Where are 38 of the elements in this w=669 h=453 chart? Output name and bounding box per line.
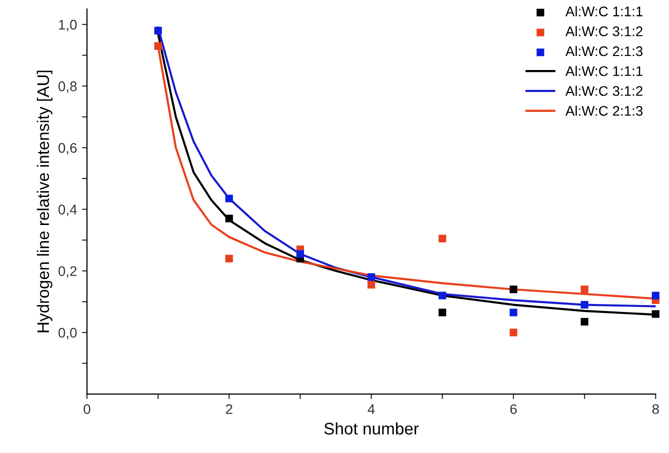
y-tick-label: 1,0 bbox=[59, 20, 77, 32]
point bbox=[438, 234, 446, 242]
point bbox=[367, 280, 376, 289]
x-tick-label: 8 bbox=[652, 404, 659, 414]
y-tick-label: 0,6 bbox=[58, 143, 77, 154]
x-tick-label: 0 bbox=[84, 404, 90, 414]
y-axis-title: Hydrogen line relative intensity [AU] bbox=[36, 70, 52, 332]
point bbox=[154, 26, 162, 34]
x-tick-label: 4 bbox=[368, 404, 375, 414]
point bbox=[652, 292, 660, 300]
point bbox=[510, 286, 518, 294]
legend-label: Al:W:C 2:1:3 bbox=[565, 46, 643, 56]
point bbox=[225, 214, 233, 222]
point bbox=[510, 328, 518, 336]
point bbox=[580, 300, 588, 309]
x-tick-label: 6 bbox=[510, 404, 517, 414]
point bbox=[652, 310, 660, 318]
y-tick-label: 0,2 bbox=[58, 266, 77, 278]
point bbox=[580, 286, 588, 294]
legend-label: Al:W:C 1:1:1 bbox=[565, 66, 642, 76]
point bbox=[510, 308, 518, 316]
point bbox=[438, 292, 446, 300]
y-tick-label: 0,8 bbox=[58, 81, 77, 93]
point bbox=[154, 42, 162, 50]
legend-label: Al:W:C 2:1:3 bbox=[565, 106, 643, 116]
legend-label: Al:W:C 1:1:1 bbox=[565, 6, 642, 16]
x-axis-title: Shot number bbox=[324, 422, 419, 435]
point bbox=[438, 308, 446, 316]
point bbox=[580, 318, 588, 326]
point bbox=[225, 254, 233, 262]
point bbox=[367, 273, 376, 281]
point bbox=[225, 194, 233, 202]
y-tick-label: 0,0 bbox=[58, 328, 77, 340]
x-tick-label: 2 bbox=[226, 404, 232, 414]
point bbox=[296, 250, 304, 258]
legend-label: Al:W:C 3:1:2 bbox=[565, 26, 642, 36]
legend-label: Al:W:C 3:1:2 bbox=[565, 86, 642, 96]
y-tick-label: 0,4 bbox=[58, 204, 77, 216]
